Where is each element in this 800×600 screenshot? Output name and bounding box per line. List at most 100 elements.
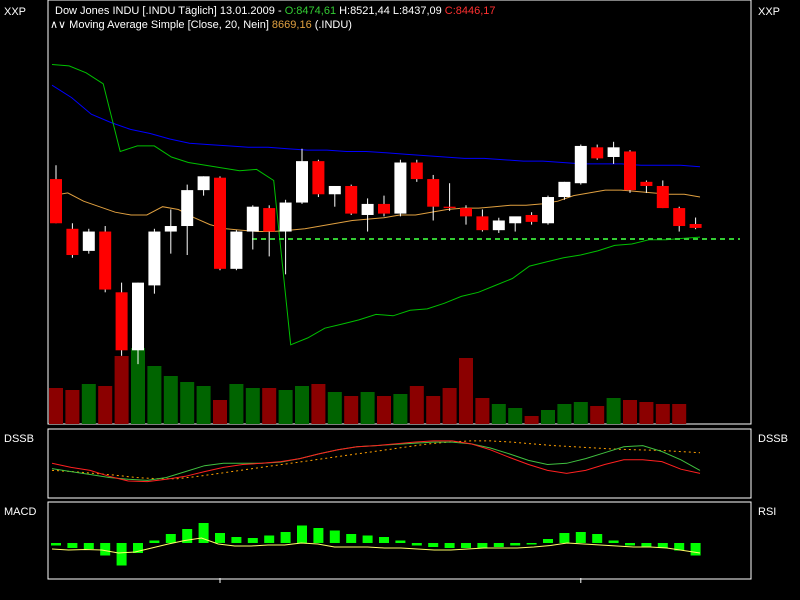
volume-bar — [147, 366, 162, 424]
candle-body — [148, 231, 161, 286]
macd-histogram-bar — [231, 537, 242, 543]
macd-histogram-bar — [116, 543, 127, 566]
volume-bar — [360, 392, 375, 424]
candle-body — [542, 197, 554, 224]
volume-bar — [508, 408, 523, 424]
low-value: L:8437,09 — [393, 5, 442, 17]
volume-bar — [672, 404, 687, 424]
lower-band-line — [51, 64, 701, 346]
volume-bar — [623, 400, 637, 424]
macd-histogram-bar — [182, 529, 193, 543]
macd-panel-frame — [47, 501, 752, 580]
candle-body — [591, 147, 604, 159]
candle-body — [361, 203, 374, 215]
volume-bar — [573, 402, 588, 424]
candle-body — [99, 231, 112, 290]
dssb-fast-line — [51, 440, 701, 483]
candle-body — [328, 185, 341, 195]
volume-bar — [655, 404, 670, 424]
macd-histogram-bar — [100, 543, 111, 556]
volume-bar — [262, 388, 277, 424]
volume-bar — [327, 392, 342, 424]
candle-body — [115, 292, 128, 351]
close-value: C:8446,17 — [445, 5, 496, 17]
volume-bar — [163, 376, 178, 424]
volume-bar — [606, 398, 621, 424]
macd-histogram-bar — [510, 543, 521, 546]
candle-body — [230, 231, 243, 269]
macd-histogram-bar — [575, 532, 586, 543]
ma-value: 8669,16 — [272, 19, 312, 31]
macd-histogram-bar — [411, 543, 422, 546]
macd-histogram-bar — [657, 543, 668, 548]
open-value: O:8474,61 — [285, 5, 336, 17]
candle-body — [673, 208, 686, 227]
volume-bar — [278, 390, 293, 424]
candle-body — [82, 231, 95, 251]
dssb-plot — [51, 440, 701, 483]
candle-body — [624, 151, 636, 191]
macd-histogram-bar — [608, 540, 619, 543]
candle-body — [66, 228, 79, 256]
dssb-title-left: DSSB — [4, 433, 34, 445]
macd-histogram-bar — [543, 539, 553, 543]
candle-body — [246, 206, 259, 232]
candle-body — [132, 282, 144, 351]
volume-bar — [81, 384, 96, 424]
macd-plot — [51, 523, 701, 566]
ma-legend-icon: ∧∨ — [50, 19, 69, 31]
candle-body — [558, 181, 571, 198]
candle-body — [181, 190, 194, 227]
dssb-panel-frame — [47, 428, 752, 499]
volume-bar — [114, 356, 129, 424]
macd-histogram-bar — [362, 535, 373, 543]
candle-body — [378, 203, 390, 214]
macd-histogram-bar — [297, 525, 307, 543]
candle-body — [50, 179, 62, 224]
candle-body — [492, 220, 505, 231]
volume-bar — [442, 388, 457, 424]
macd-histogram-bar — [83, 543, 94, 549]
volume-bar — [475, 398, 490, 424]
macd-histogram-bar — [329, 530, 340, 543]
corner-label-right: XXP — [758, 6, 780, 18]
volume-bar — [229, 384, 244, 424]
macd-histogram-bar — [379, 537, 389, 543]
volume-bar — [49, 388, 63, 424]
macd-histogram-bar — [51, 543, 61, 546]
volume-bar — [311, 384, 326, 424]
macd-histogram-bar — [313, 528, 324, 543]
candle-body — [345, 185, 358, 214]
macd-histogram-bar — [149, 540, 160, 543]
volume-bar — [344, 396, 359, 424]
ma-symbol: (.INDU) — [315, 19, 352, 31]
macd-histogram-bar — [133, 543, 143, 553]
candle-body — [607, 147, 620, 157]
high-value: H:8521,44 — [339, 5, 390, 17]
candle-body — [263, 208, 276, 232]
volume-bar — [639, 402, 654, 424]
candle-body — [214, 177, 226, 269]
candle-body — [394, 162, 407, 214]
candle-body — [443, 206, 456, 209]
volume-bar — [557, 404, 572, 424]
volume-bar — [377, 396, 391, 424]
title-prefix: Dow Jones INDU [.INDU Täglich] 13.01.200… — [55, 5, 285, 17]
candle-body — [164, 226, 177, 232]
corner-label-left: XXP — [4, 6, 26, 18]
macd-histogram-bar — [444, 543, 455, 548]
candle-body — [525, 214, 538, 222]
volume-bar — [541, 410, 555, 424]
macd-title: MACD — [4, 506, 36, 518]
macd-histogram-bar — [198, 523, 209, 543]
macd-histogram-bar — [690, 543, 701, 556]
axis-labels — [219, 578, 582, 583]
volume-bar — [65, 390, 80, 424]
candle-body — [509, 216, 522, 224]
candle-body — [296, 161, 308, 203]
candle-body — [410, 162, 423, 180]
macd-histogram-bar — [674, 543, 685, 551]
macd-histogram-bar — [247, 538, 258, 543]
dssb-trigger-line — [51, 440, 701, 480]
